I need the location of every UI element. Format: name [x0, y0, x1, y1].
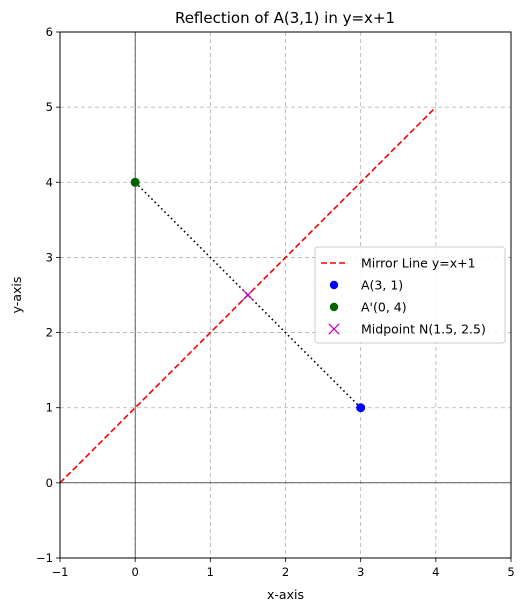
- y-tick-label: 6: [46, 25, 53, 39]
- y-axis-label: y-axis: [9, 277, 24, 314]
- x-tick-label: 5: [507, 565, 514, 579]
- point-marker-3: [241, 289, 254, 301]
- x-tick-label: −1: [52, 565, 69, 579]
- y-tick-label: −1: [36, 551, 53, 565]
- y-tick-label: 2: [46, 326, 53, 340]
- x-tick-label: 4: [432, 565, 439, 579]
- point-marker-3-stroke-b: [241, 289, 254, 301]
- legend-box: [314, 246, 506, 344]
- point-marker-2: [130, 177, 140, 187]
- point-marker-1: [356, 403, 366, 413]
- y-tick-label: 3: [46, 250, 53, 264]
- legend-entry-label: Midpoint N(1.5, 2.5): [361, 322, 486, 337]
- y-tick-label: 0: [46, 476, 53, 490]
- y-tick-label: 4: [46, 175, 53, 189]
- legend-swatch-marker: [328, 323, 340, 335]
- legend-entry-label: A'(0, 4): [361, 300, 407, 315]
- legend-swatch-marker: [329, 302, 339, 312]
- y-tick-label: 1: [46, 401, 53, 415]
- data-layer: [59, 106, 437, 484]
- x-tick-label: 2: [282, 565, 289, 579]
- chart-title: Reflection of A(3,1) in y=x+1: [175, 9, 395, 27]
- axis-ticks: −1 0 1 2 3 4 5 −1 0 1 2 3 4 5 6: [36, 25, 515, 579]
- legend-entry-label: A(3, 1): [361, 278, 403, 293]
- legend-swatch-marker: [329, 280, 339, 290]
- x-tick-label: 1: [207, 565, 214, 579]
- legend: Mirror Line y=x+1 A(3, 1) A'(0, 4) Midpoint…: [314, 246, 506, 344]
- reference-lines: [60, 32, 511, 558]
- legend-entry-label: Mirror Line y=x+1: [361, 256, 476, 271]
- x-tick-label: 3: [357, 565, 364, 579]
- x-tick-label: 0: [132, 565, 139, 579]
- legend-swatch-marker-stroke-b: [328, 323, 340, 335]
- y-tick-label: 5: [46, 100, 53, 114]
- x-axis-label: x-axis: [267, 587, 304, 602]
